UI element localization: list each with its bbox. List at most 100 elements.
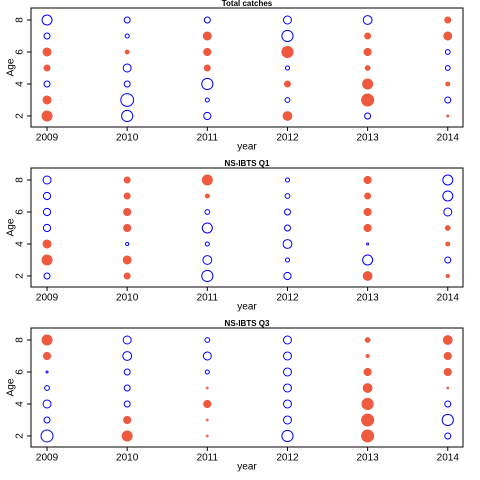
bubble	[364, 65, 371, 71]
bubble	[203, 47, 212, 57]
bubble	[445, 273, 450, 279]
bubble	[444, 256, 452, 264]
x-axis-label: year	[237, 142, 257, 153]
bubble	[444, 225, 451, 231]
bubble	[43, 80, 51, 88]
bubble	[203, 111, 212, 121]
bubble	[445, 81, 451, 87]
bubble	[123, 192, 131, 200]
bubble	[443, 207, 453, 217]
bubble	[443, 31, 453, 41]
bubble	[43, 64, 51, 72]
bubble	[364, 32, 372, 40]
bubble	[442, 335, 453, 345]
bubble	[42, 95, 52, 105]
bubble	[361, 93, 375, 107]
bubble	[284, 193, 291, 199]
bubble	[284, 177, 290, 183]
bubble	[444, 16, 452, 24]
bubble	[361, 413, 375, 427]
bubble	[42, 223, 52, 233]
x-tick-label: 2012	[276, 293, 299, 304]
bubble	[122, 63, 132, 73]
y-tick-label: 8	[15, 17, 26, 23]
bubble	[44, 385, 50, 391]
bubble	[201, 222, 213, 234]
bubble	[45, 370, 49, 374]
y-tick-label: 6	[15, 209, 26, 215]
bubble	[204, 97, 210, 103]
bubble	[203, 64, 211, 72]
bubble	[443, 351, 452, 361]
y-tick-label: 4	[15, 241, 26, 247]
bubble	[40, 429, 54, 443]
bubble	[121, 430, 133, 442]
bubble	[282, 111, 293, 121]
bubble	[363, 207, 372, 217]
bubble	[283, 80, 291, 88]
bubble	[362, 383, 373, 393]
bubble	[363, 223, 372, 233]
bubble	[202, 31, 212, 41]
y-tick-label: 2	[15, 433, 26, 439]
bubble	[282, 383, 292, 393]
bubble	[125, 241, 130, 247]
bubble	[281, 429, 294, 443]
bubble	[43, 272, 51, 280]
bubble	[284, 257, 290, 263]
y-tick-label: 2	[15, 273, 26, 279]
bubble	[283, 271, 292, 281]
bubble	[363, 175, 372, 185]
bubble	[120, 93, 135, 107]
bubble	[282, 399, 292, 409]
bubble	[442, 174, 454, 186]
x-tick-label: 2013	[356, 293, 379, 304]
x-tick-label: 2010	[116, 293, 139, 304]
bubble	[42, 351, 52, 361]
bubble	[361, 397, 374, 411]
x-tick-label: 2010	[116, 133, 139, 144]
x-tick-label: 2012	[276, 133, 299, 144]
bubble	[442, 190, 454, 202]
bubble	[124, 33, 130, 39]
bubble	[446, 114, 450, 118]
bubble	[443, 367, 452, 377]
bubble	[41, 14, 53, 26]
x-tick-label: 2009	[36, 293, 59, 304]
bubble	[41, 254, 53, 266]
bubble	[206, 418, 209, 422]
bubble	[43, 32, 51, 40]
y-tick-label: 4	[15, 81, 26, 87]
bubble	[123, 415, 132, 425]
bubble	[284, 65, 290, 71]
chart-title: NS-IBTS Q1	[225, 159, 270, 168]
bubble	[364, 112, 372, 120]
bubble	[42, 239, 52, 249]
bubble	[203, 16, 211, 24]
bubble	[444, 49, 451, 55]
bubble	[445, 241, 451, 247]
bubble	[362, 271, 373, 281]
plot-frame	[30, 327, 464, 448]
bubble	[42, 191, 52, 201]
y-tick-label: 6	[15, 369, 26, 375]
bubble	[204, 193, 210, 199]
bubble	[123, 400, 131, 408]
bubble	[202, 255, 213, 265]
x-tick-label: 2010	[116, 453, 139, 464]
bubble	[204, 337, 211, 343]
bubble	[281, 29, 294, 43]
bubble	[282, 415, 292, 425]
chart-title: Total catches	[222, 0, 273, 8]
bubble	[42, 207, 52, 217]
bubble	[123, 368, 131, 376]
bubble	[202, 351, 212, 361]
x-tick-label: 2014	[437, 293, 460, 304]
x-tick-label: 2014	[437, 133, 460, 144]
bubble	[362, 254, 374, 266]
bubble	[282, 15, 292, 25]
y-tick-label: 4	[15, 401, 26, 407]
bubble	[43, 416, 51, 424]
bubble	[204, 241, 210, 247]
